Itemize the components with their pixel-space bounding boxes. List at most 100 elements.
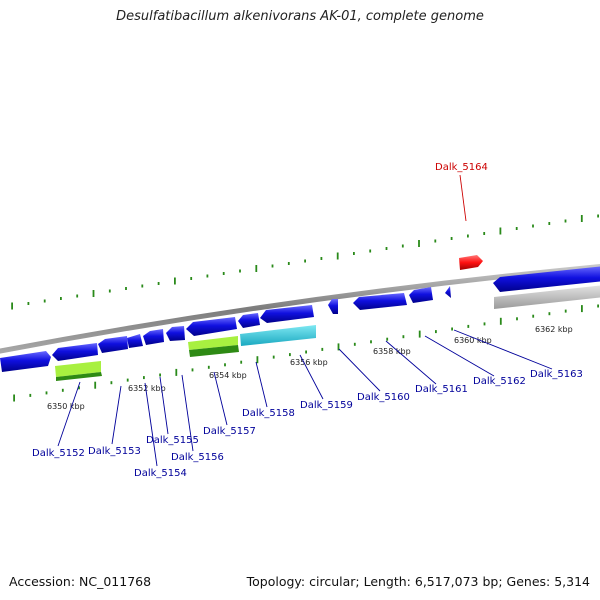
minor-tick (597, 214, 599, 218)
scale-labels: 6350 kbp 6352 kbp 6354 kbp 6356 kbp 6358… (47, 325, 573, 411)
leader-line (385, 340, 437, 385)
rna-feature[interactable] (55, 361, 101, 377)
minor-tick (564, 219, 567, 223)
minor-tick (451, 327, 453, 331)
gene-arrow[interactable] (238, 313, 260, 328)
minor-tick (159, 373, 161, 377)
minor-tick (516, 317, 518, 321)
gene-label[interactable]: Dalk_5160 (357, 392, 410, 403)
minor-tick (207, 365, 210, 369)
minor-tick (597, 304, 599, 308)
minor-tick (305, 350, 307, 354)
gene-label[interactable]: Dalk_5159 (300, 400, 353, 411)
gene-arrow[interactable] (409, 287, 433, 303)
minor-tick (206, 274, 209, 278)
gene-label[interactable]: Dalk_5161 (415, 384, 468, 395)
leader-line (111, 385, 122, 445)
gene-features (0, 255, 600, 381)
major-tick (174, 277, 176, 285)
major-tick (94, 381, 97, 389)
minor-tick (467, 234, 469, 238)
gene-label[interactable]: Dalk_5155 (146, 435, 199, 446)
rna-feature[interactable] (56, 372, 102, 381)
gene-arrow[interactable] (493, 266, 600, 292)
gene-label[interactable]: Dalk_5158 (242, 408, 295, 419)
misc-feature[interactable] (494, 285, 600, 309)
minor-tick (483, 322, 486, 326)
gene-label[interactable]: Dalk_5154 (134, 468, 187, 479)
gene-label[interactable]: Dalk_5162 (473, 376, 526, 387)
gene-arrow[interactable] (143, 329, 164, 345)
major-tick (418, 330, 421, 338)
gene-arrow[interactable] (353, 293, 407, 310)
leader-line (338, 348, 381, 392)
kbp-label: 6360 kbp (454, 336, 492, 345)
rna-feature[interactable] (188, 336, 238, 350)
minor-tick (386, 337, 389, 341)
tick-marks (11, 214, 599, 402)
gene-arrow[interactable] (127, 334, 143, 348)
gene-arrow[interactable] (260, 305, 314, 323)
accession-text: Accession: NC_011768 (9, 574, 152, 589)
minor-tick (27, 302, 30, 305)
minor-tick (272, 355, 275, 359)
major-tick (92, 290, 95, 297)
minor-tick (304, 259, 306, 263)
minor-tick (157, 282, 160, 285)
major-tick (11, 302, 13, 310)
misc-feature[interactable] (240, 325, 316, 346)
gene-label[interactable]: Dalk_5163 (530, 369, 583, 380)
map-title: Desulfatibacillum alkenivorans AK-01, co… (116, 9, 484, 24)
gene-label[interactable]: Dalk_5153 (88, 446, 141, 457)
minor-tick (60, 297, 62, 300)
gene-arrow[interactable] (0, 351, 51, 372)
minor-tick (191, 368, 194, 372)
minor-tick (532, 314, 535, 318)
leader-line (144, 382, 158, 467)
minor-tick (515, 227, 518, 230)
minor-tick (434, 239, 437, 243)
gene-arrow[interactable] (186, 317, 237, 336)
minor-tick (450, 237, 453, 240)
gene-label[interactable]: Dalk_5156 (171, 452, 224, 463)
minor-tick (287, 262, 290, 265)
gene-label[interactable]: Dalk_5157 (203, 426, 256, 437)
minor-tick (239, 269, 241, 273)
minor-tick (483, 232, 486, 235)
major-tick (175, 368, 178, 376)
minor-tick (564, 309, 567, 313)
minor-tick (43, 299, 46, 303)
gene-arrow[interactable] (445, 286, 451, 298)
minor-tick (353, 342, 356, 346)
minor-tick (125, 287, 127, 290)
minor-tick (532, 224, 534, 228)
leader-line (159, 376, 169, 435)
gene-label-highlight[interactable]: Dalk_5164 (435, 162, 488, 173)
gene-arrow-highlight[interactable] (459, 255, 483, 270)
leader-line (299, 354, 324, 400)
gene-arrow[interactable] (98, 336, 128, 353)
minor-tick (401, 244, 404, 248)
rna-feature[interactable] (189, 345, 239, 357)
minor-tick (289, 353, 291, 357)
gene-arrow[interactable] (166, 326, 185, 341)
major-tick (337, 343, 340, 351)
minor-tick (353, 252, 355, 255)
minor-tick (190, 277, 193, 280)
minor-tick (271, 264, 274, 268)
minor-tick (240, 360, 243, 364)
gene-arrow[interactable] (52, 343, 98, 361)
minor-tick (467, 324, 470, 328)
minor-tick (548, 222, 551, 225)
gene-arrow[interactable] (328, 299, 338, 314)
gene-labels: Dalk_5152 Dalk_5153 Dalk_5154 Dalk_5155 … (32, 162, 583, 479)
minor-tick (110, 381, 113, 385)
minor-tick (61, 388, 64, 392)
gene-label[interactable]: Dalk_5152 (32, 448, 85, 459)
minor-tick (78, 386, 80, 390)
kbp-label: 6352 kbp (128, 384, 166, 393)
major-tick (581, 305, 583, 313)
minor-tick (369, 249, 372, 253)
minor-tick (126, 378, 129, 382)
